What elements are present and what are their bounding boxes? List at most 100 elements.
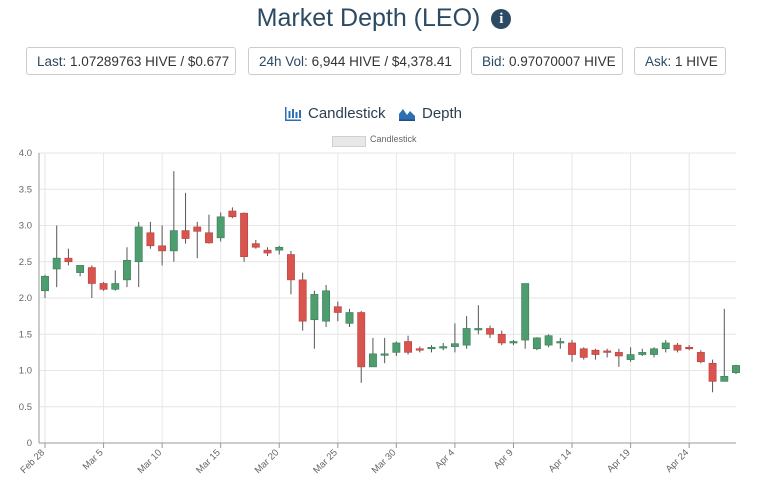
candle-body <box>392 342 401 353</box>
candle-body <box>696 352 705 363</box>
candle-body <box>380 353 389 356</box>
y-tick-label: 0 <box>27 438 32 449</box>
candle-body <box>41 275 49 292</box>
x-tick-label: Mar 10 <box>136 447 165 476</box>
candle-body <box>322 290 331 322</box>
candle-body <box>650 348 658 355</box>
x-tick-label: Feb 28 <box>18 447 47 476</box>
candle-body <box>462 328 471 346</box>
x-tick-label: Mar 5 <box>81 447 106 472</box>
candle-body <box>486 328 494 335</box>
candle-body <box>521 283 530 341</box>
candle-body <box>591 349 600 355</box>
candle-body <box>169 230 178 252</box>
y-tick-label: 4.0 <box>19 148 32 159</box>
candle-body <box>146 232 155 247</box>
y-tick-label: 2.5 <box>19 257 32 268</box>
y-tick-label: 0.5 <box>19 402 32 413</box>
y-tick-label: 2.0 <box>19 293 32 304</box>
candle-body <box>685 347 694 350</box>
candle-body <box>357 312 366 368</box>
candle-body <box>216 216 225 239</box>
x-tick-label: Mar 30 <box>370 447 399 476</box>
candle-body <box>732 365 740 373</box>
bid-value: 0.97070007 HIVE <box>509 54 616 69</box>
candle-body <box>87 267 96 284</box>
candle-body <box>333 306 342 313</box>
y-tick-label: 3.5 <box>19 184 32 195</box>
x-tick-label: Mar 25 <box>311 447 340 476</box>
y-tick-label: 1.0 <box>19 366 32 377</box>
volume-label: 24h Vol: <box>259 54 308 69</box>
candle-body <box>626 354 635 360</box>
candle-body <box>251 243 260 248</box>
candle-body <box>228 210 237 218</box>
candle-body <box>369 353 377 368</box>
candle-body <box>134 226 143 263</box>
ask-label: Ask: <box>645 54 672 69</box>
x-tick-label: Apr 24 <box>664 447 692 475</box>
candle-body <box>661 342 670 350</box>
candle-body <box>287 254 295 281</box>
page-title-text: Market Depth (LEO) <box>256 4 481 32</box>
candle-body <box>509 341 518 344</box>
legend-label: Candlestick <box>370 134 417 144</box>
bid-badge: Bid: 0.97070007 HIVE <box>471 47 623 75</box>
candle-body <box>193 226 202 232</box>
candle-body <box>439 346 448 349</box>
candle-body <box>556 341 565 344</box>
candle-body <box>415 348 424 351</box>
x-tick-label: Mar 20 <box>253 447 282 476</box>
last-value: 1.07289763 HIVE / $0.677 <box>70 54 230 69</box>
x-tick-label: Apr 9 <box>492 447 516 471</box>
candle-body <box>474 328 483 331</box>
tab-depth[interactable]: Depth <box>398 104 468 124</box>
candle-body <box>579 348 588 358</box>
ask-value: 1 HIVE <box>675 54 718 69</box>
y-tick-label: 1.5 <box>19 329 32 340</box>
candle-body <box>544 335 553 346</box>
market-stats-bar: Last: 1.07289763 HIVE / $0.677 24h Vol: … <box>26 47 746 77</box>
candle-body <box>275 246 284 251</box>
y-tick-label: 3.0 <box>19 221 32 232</box>
tab-candlestick[interactable]: Candlestick <box>284 104 394 124</box>
candle-body <box>404 341 412 353</box>
candle-body <box>240 212 249 257</box>
candle-body <box>76 265 85 273</box>
info-circle-icon[interactable]: i <box>491 9 512 29</box>
depth-chart-icon <box>399 109 415 121</box>
x-tick-label: Apr 4 <box>433 447 457 471</box>
candle-body <box>497 333 506 344</box>
candle-body <box>111 283 120 290</box>
candle-body <box>345 312 354 324</box>
candle-body <box>298 279 307 322</box>
last-label: Last: <box>37 54 67 69</box>
candle-body <box>263 249 272 254</box>
last-price-badge: Last: 1.07289763 HIVE / $0.677 <box>26 47 236 75</box>
candle-body <box>720 376 729 382</box>
candle-body <box>638 352 647 355</box>
candlestick-chart-icon <box>285 107 301 121</box>
tab-candlestick-label: Candlestick <box>308 105 386 122</box>
page-title: Market Depth (LEO) i <box>0 4 768 33</box>
candle-body <box>64 257 73 263</box>
candle-body <box>568 342 576 355</box>
x-tick-label: Apr 19 <box>605 447 633 475</box>
volume-value: 6,944 HIVE / $4,378.41 <box>311 54 452 69</box>
volume-badge: 24h Vol: 6,944 HIVE / $4,378.41 <box>248 47 461 75</box>
candle-body <box>99 283 108 290</box>
tab-depth-label: Depth <box>422 105 463 122</box>
candle-body <box>603 350 612 353</box>
chart-type-tabs: Candlestick Depth <box>0 104 768 124</box>
x-tick-label: Mar 15 <box>194 447 223 476</box>
candle-body <box>310 294 319 321</box>
candle-body <box>614 352 623 357</box>
candle-body <box>532 337 541 350</box>
candle-body <box>181 230 190 239</box>
legend-swatch <box>332 136 366 147</box>
x-tick-label: Apr 14 <box>547 447 575 475</box>
candle-body <box>708 362 717 382</box>
candle-body <box>123 260 131 281</box>
bid-label: Bid: <box>482 54 506 69</box>
candle-body <box>427 347 436 350</box>
